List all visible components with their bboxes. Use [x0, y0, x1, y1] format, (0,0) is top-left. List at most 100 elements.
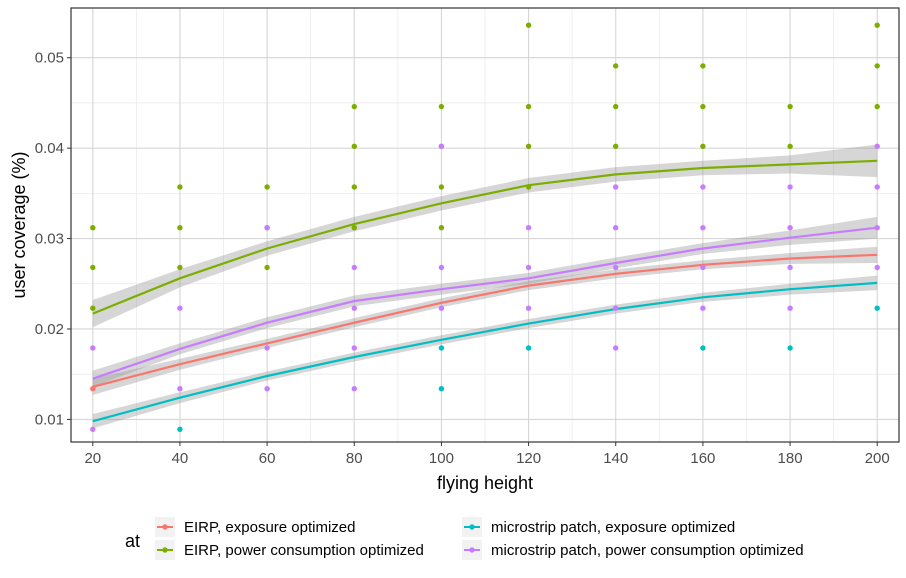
confidence-ribbon: [92, 246, 878, 395]
data-point: [90, 345, 96, 351]
data-point: [613, 143, 619, 149]
data-point: [525, 305, 532, 311]
data-point: [525, 184, 532, 190]
data-point: [700, 264, 706, 271]
x-tick-label: 140: [603, 450, 628, 467]
data-point: [787, 345, 793, 351]
y-tick-label: 0.02: [35, 321, 64, 338]
data-point: [874, 264, 880, 271]
legend-item: EIRP, exposure optimized: [155, 517, 355, 537]
data-point: [264, 345, 270, 351]
data-point: [613, 63, 619, 69]
data-point: [351, 345, 357, 351]
data-point: [700, 143, 706, 149]
smooth-line: [92, 226, 878, 380]
data-point: [351, 305, 357, 311]
data-point: [700, 345, 706, 351]
x-tick-label: 100: [429, 450, 454, 467]
minor-gridlines: [71, 8, 899, 442]
data-point: [613, 345, 619, 351]
data-point: [613, 264, 619, 271]
legend-title: at: [125, 531, 140, 551]
x-tick-label: 20: [84, 450, 101, 467]
data-point: [351, 264, 357, 271]
y-axis: 0.01 0.02 0.03 0.04 0.05: [35, 50, 71, 428]
data-point: [700, 305, 706, 311]
data-point: [700, 225, 706, 231]
data-point: [90, 225, 96, 231]
x-tick-label: 40: [172, 450, 189, 467]
legend-label: EIRP, exposure optimized: [184, 519, 355, 536]
data-point: [264, 386, 270, 392]
data-point: [177, 264, 183, 271]
x-axis-title: flying height: [437, 473, 533, 493]
smooth-line: [92, 159, 878, 315]
data-point: [787, 264, 793, 271]
legend: at EIRP, exposure optimized EIRP, power c…: [125, 517, 804, 560]
data-point: [525, 225, 532, 231]
data-point: [438, 225, 445, 231]
x-tick-label: 120: [516, 450, 541, 467]
data-point: [525, 345, 532, 351]
data-point: [177, 386, 183, 392]
y-tick-label: 0.01: [35, 411, 64, 428]
y-tick-label: 0.04: [35, 140, 64, 157]
data-point: [351, 143, 357, 149]
data-point: [874, 143, 880, 149]
x-axis: 20 40 60 80 100 120 140 160 180 200: [84, 442, 890, 467]
confidence-ribbon: [92, 216, 878, 387]
data-point: [787, 103, 793, 110]
data-point: [700, 63, 706, 69]
legend-item: microstrip patch, exposure optimized: [462, 517, 735, 537]
data-point: [264, 225, 270, 231]
legend-key-point: [469, 547, 475, 553]
data-point: [525, 264, 532, 271]
data-point: [438, 103, 445, 110]
data-point: [351, 184, 357, 190]
data-point: [613, 305, 619, 311]
data-point: [90, 386, 96, 392]
data-point: [90, 426, 96, 432]
legend-key-point: [469, 524, 475, 530]
data-point: [874, 22, 880, 28]
panel-border: [70, 7, 900, 443]
data-point: [351, 386, 357, 392]
legend-label: microstrip patch, exposure optimized: [491, 519, 735, 536]
data-point: [177, 305, 183, 311]
data-point: [787, 225, 793, 231]
data-point: [438, 386, 445, 392]
data-point: [438, 305, 445, 311]
data-point: [613, 184, 619, 190]
data-point: [787, 184, 793, 190]
y-axis-title: user coverage (%): [9, 151, 29, 298]
data-point: [700, 103, 706, 110]
data-point: [264, 264, 270, 271]
data-point: [613, 103, 619, 110]
data-point: [264, 184, 270, 190]
data-point: [90, 305, 96, 311]
legend-item: microstrip patch, power consumption opti…: [462, 540, 804, 560]
legend-item: EIRP, power consumption optimized: [155, 540, 424, 560]
legend-label: microstrip patch, power consumption opti…: [491, 542, 804, 559]
data-point: [351, 225, 357, 231]
data-point: [874, 184, 880, 190]
legend-key-point: [162, 547, 168, 553]
x-tick-label: 80: [346, 450, 363, 467]
data-point: [874, 225, 880, 231]
data-point: [787, 305, 793, 311]
data-point: [177, 225, 183, 231]
confidence-ribbon: [92, 275, 878, 429]
data-point: [525, 143, 532, 149]
x-tick-label: 160: [690, 450, 715, 467]
data-point: [177, 426, 183, 432]
data-point: [177, 184, 183, 190]
data-point: [700, 184, 706, 190]
data-points: [90, 22, 880, 432]
confidence-ribbon: [92, 144, 878, 328]
y-tick-label: 0.03: [35, 231, 64, 248]
smooth-line: [92, 253, 878, 388]
data-point: [787, 143, 793, 149]
smooth-curves: [92, 159, 878, 423]
data-point: [525, 103, 532, 110]
